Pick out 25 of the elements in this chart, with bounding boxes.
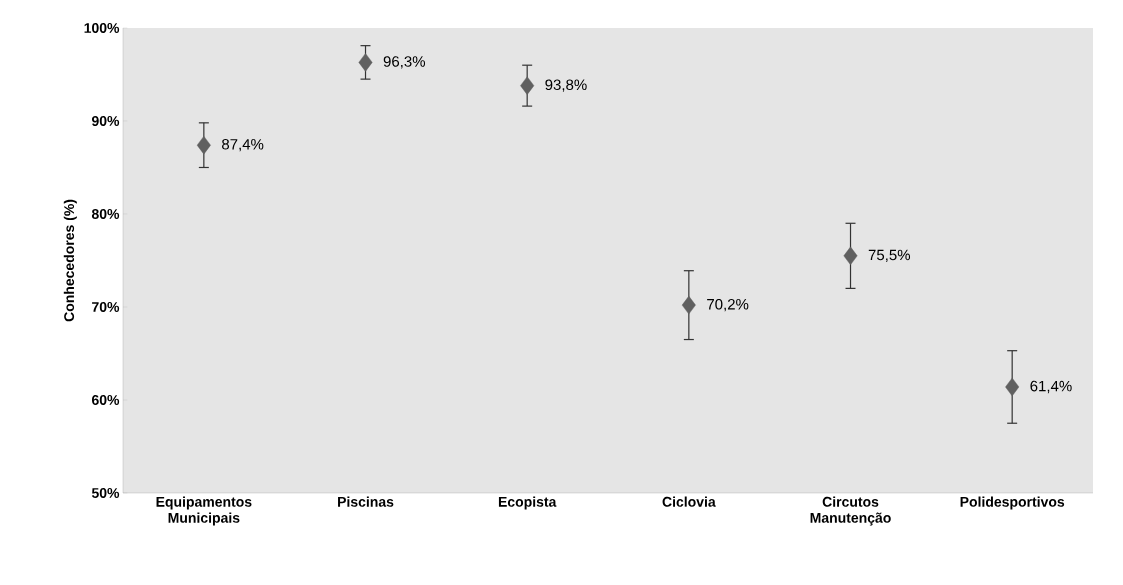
y-tick-label: 100%	[84, 23, 120, 33]
x-tick-label: Ecopista	[498, 496, 557, 510]
y-tick-label: 90%	[91, 116, 120, 126]
data-label: 93,8%	[545, 79, 587, 92]
y-tick-label: 80%	[91, 209, 120, 219]
data-label: 70,2%	[707, 298, 749, 312]
y-tick-label: 50%	[91, 488, 120, 498]
point	[843, 246, 858, 266]
y-tick-label: 60%	[91, 395, 120, 405]
point	[520, 76, 535, 95]
x-tick-label: Ciclovia	[662, 496, 716, 507]
point	[196, 135, 211, 155]
point	[681, 295, 696, 315]
point	[358, 53, 373, 72]
point	[1005, 377, 1020, 397]
x-tick-label: Circutos Manutenção	[810, 496, 891, 526]
y-axis-title: Conhecedores (%)	[63, 199, 77, 322]
x-tick-label: Equipamentos Municipais	[156, 496, 252, 526]
data-label: 61,4%	[1030, 380, 1072, 394]
data-label: 87,4%	[222, 138, 264, 152]
x-tick-label: Piscinas	[338, 496, 394, 507]
data-label: 96,3%	[383, 56, 426, 69]
data-label: 75,5%	[868, 249, 911, 262]
y-tick-label: 70%	[92, 302, 120, 312]
x-tick-label: Polidesportivos	[960, 496, 1065, 510]
